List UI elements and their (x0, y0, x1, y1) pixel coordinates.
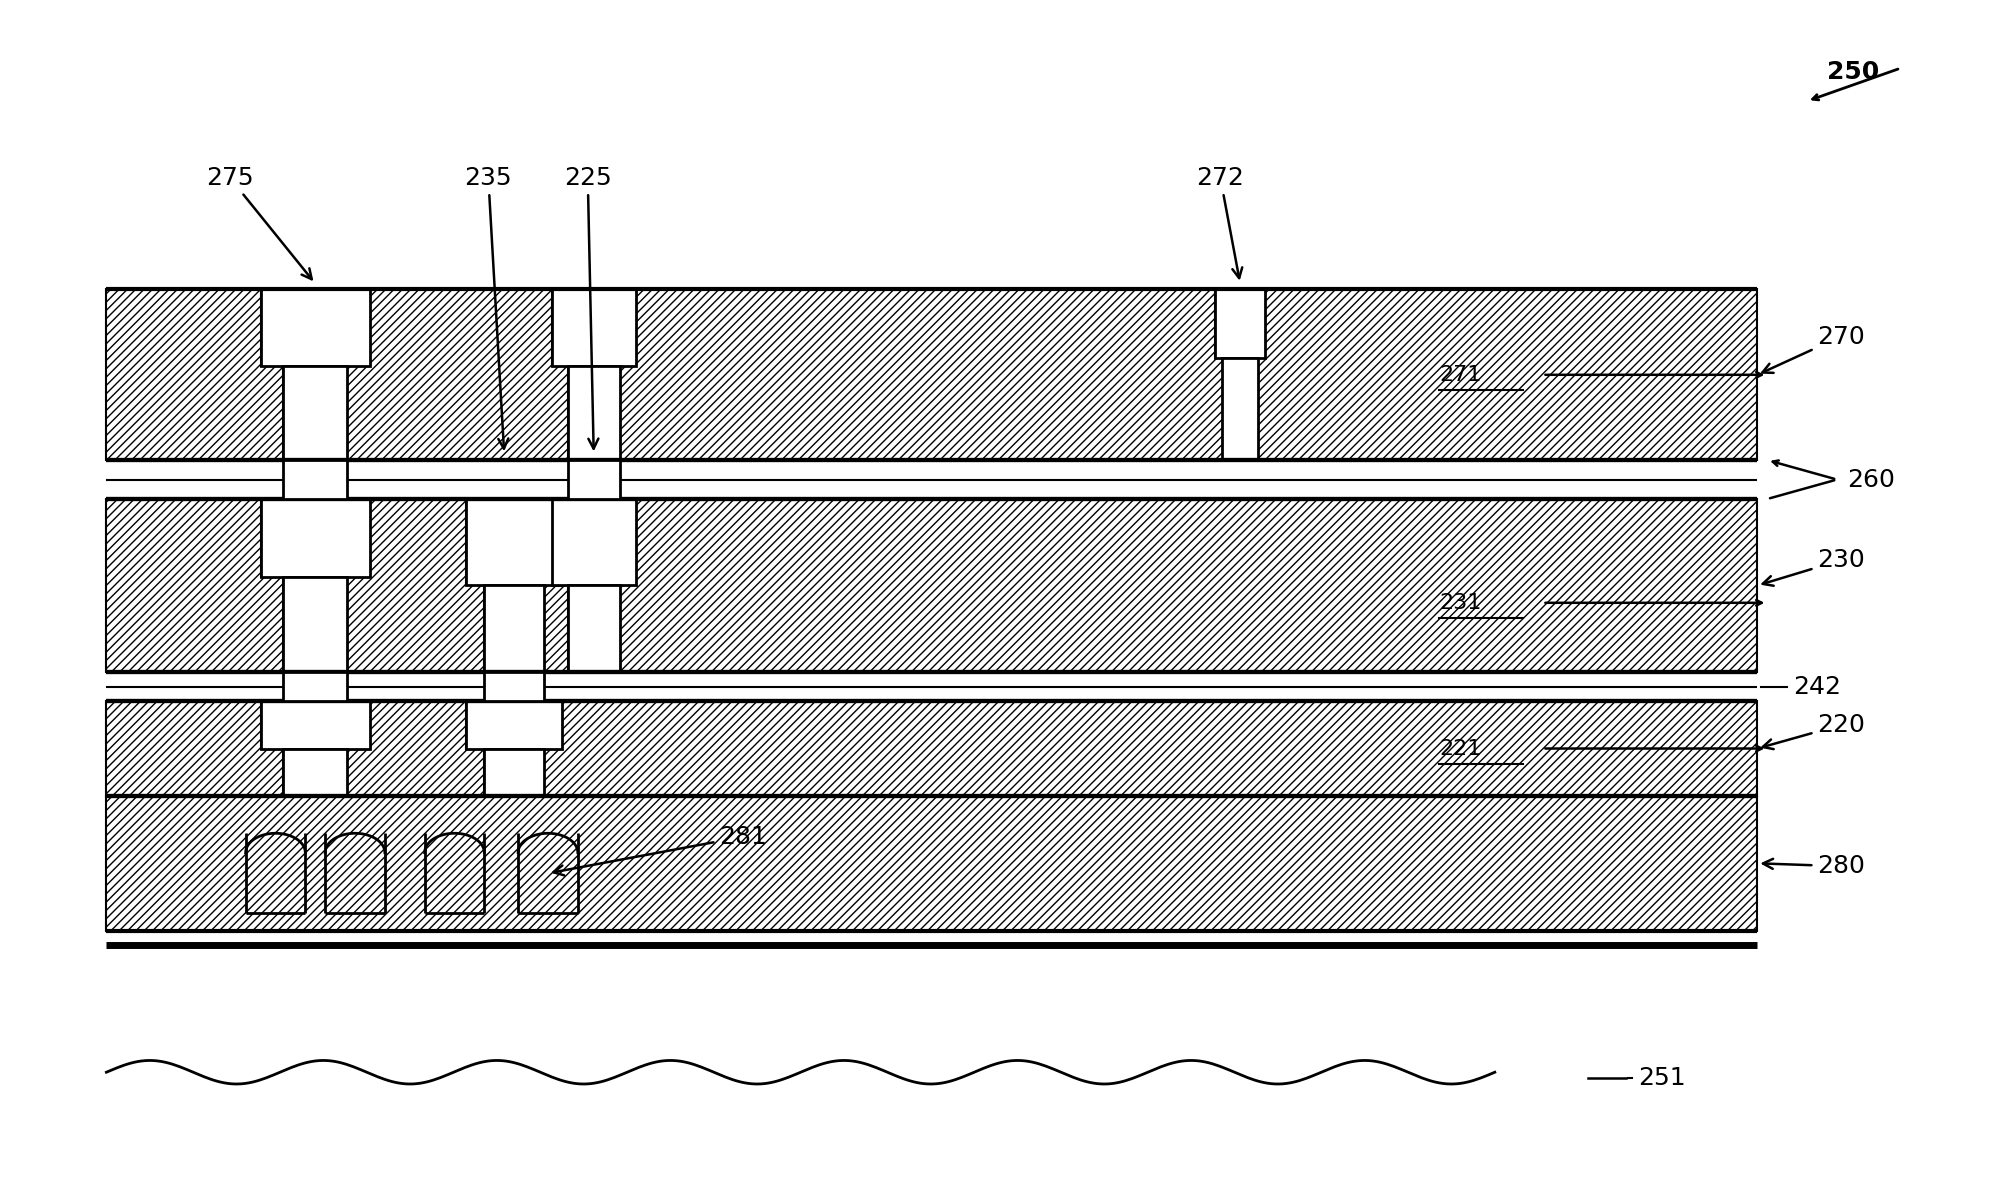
Bar (284, 576, 347, 672)
Bar (485, 586, 545, 672)
Text: 230: 230 (1763, 548, 1865, 586)
Text: 260: 260 (1847, 468, 1895, 492)
Bar (553, 499, 635, 586)
Bar (569, 367, 619, 460)
Text: 275: 275 (206, 166, 312, 279)
Text: 250: 250 (1827, 60, 1879, 83)
Bar (106, 499, 1757, 672)
Text: 235: 235 (465, 166, 513, 449)
Bar (485, 748, 545, 796)
Bar (553, 289, 635, 367)
Text: 220: 220 (1763, 713, 1865, 749)
Bar (467, 499, 563, 586)
Bar (553, 499, 635, 586)
Bar (284, 748, 347, 796)
Bar (467, 701, 563, 748)
Bar (284, 460, 347, 499)
Bar (284, 576, 347, 672)
Bar (284, 367, 347, 460)
Bar (106, 289, 1757, 460)
Bar (284, 672, 347, 701)
Bar (569, 367, 619, 460)
Bar (260, 701, 371, 748)
Bar (284, 748, 347, 796)
Bar (260, 701, 371, 748)
Bar (1216, 289, 1266, 357)
Bar (467, 499, 563, 586)
Bar (106, 796, 1757, 931)
Text: 271: 271 (1438, 364, 1482, 385)
Bar (260, 499, 371, 576)
Bar (1222, 357, 1258, 460)
Text: 221: 221 (1438, 738, 1482, 759)
Bar (569, 586, 619, 672)
Text: 281: 281 (553, 825, 767, 875)
Bar (260, 499, 371, 576)
Bar (553, 289, 635, 367)
Bar (284, 367, 347, 460)
Text: 272: 272 (1196, 166, 1244, 278)
Bar (260, 289, 371, 367)
Bar (569, 460, 619, 499)
Text: 225: 225 (565, 166, 611, 449)
Text: 280: 280 (1763, 854, 1865, 878)
Text: 251: 251 (1638, 1066, 1687, 1090)
Bar (485, 672, 545, 701)
Bar (569, 586, 619, 672)
Bar (467, 701, 563, 748)
Bar (485, 748, 545, 796)
Text: 242: 242 (1793, 675, 1841, 699)
Bar (485, 586, 545, 672)
Text: 270: 270 (1763, 324, 1865, 373)
Bar (260, 289, 371, 367)
Bar (1216, 289, 1266, 357)
Bar (106, 701, 1757, 796)
Text: 231: 231 (1438, 593, 1482, 613)
